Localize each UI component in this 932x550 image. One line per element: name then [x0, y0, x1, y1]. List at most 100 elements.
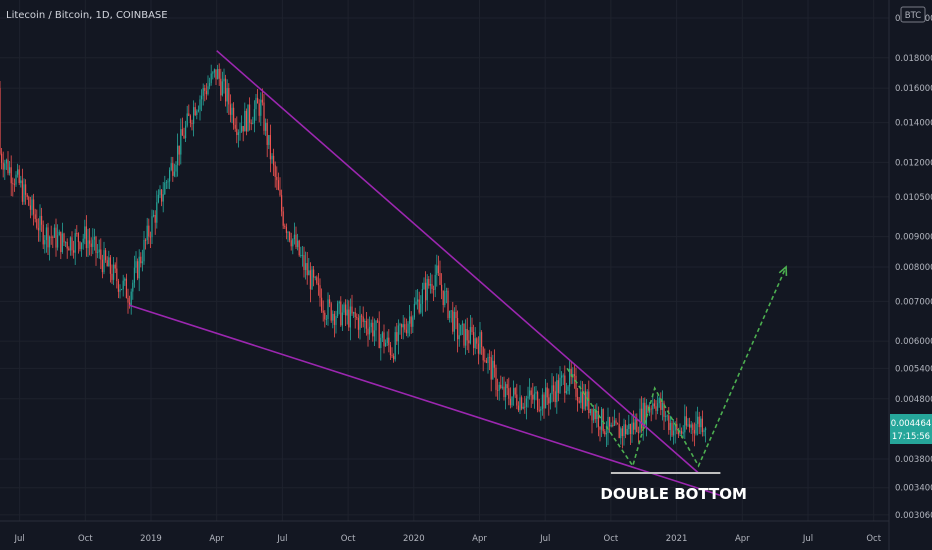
candle-body	[255, 97, 257, 110]
candle-body	[361, 315, 363, 317]
candle-body	[282, 211, 284, 226]
candle-body	[140, 256, 142, 264]
wedge-trendline[interactable]	[128, 304, 721, 497]
candle-body	[218, 68, 220, 79]
candle-body	[631, 422, 633, 435]
candle-body	[125, 278, 127, 299]
candle-body	[2, 162, 4, 170]
candle-body	[18, 169, 20, 183]
candle-body	[607, 417, 609, 434]
candle-body	[693, 429, 695, 434]
candle-body	[666, 415, 668, 417]
candle-body	[537, 392, 539, 410]
candle-body	[389, 345, 391, 356]
candle-body	[455, 312, 457, 319]
candle-body	[319, 285, 321, 298]
time-tick-label: Jul	[13, 534, 24, 544]
candle-body	[293, 234, 295, 240]
candle-body	[290, 240, 292, 247]
candle-body	[263, 102, 265, 131]
candle-body	[12, 183, 14, 185]
candle-body	[410, 316, 412, 327]
candle-body	[447, 290, 449, 319]
candle-body	[644, 402, 646, 425]
candle-body	[474, 338, 476, 349]
candle-body	[365, 320, 367, 329]
candle-body	[540, 409, 542, 411]
candle-body	[580, 391, 582, 403]
candle-body	[274, 165, 276, 177]
candle-body	[682, 432, 684, 434]
price-tick-label: 0.012000	[895, 158, 932, 168]
candle-body	[436, 265, 438, 275]
candle-body	[228, 88, 230, 105]
double-bottom-label: DOUBLE BOTTOM	[600, 485, 747, 503]
candle-body	[613, 420, 615, 426]
candle-body	[346, 309, 348, 316]
candle-body	[532, 394, 534, 400]
candle-body	[138, 256, 140, 279]
arrow-head	[778, 265, 788, 276]
candle-body	[524, 406, 526, 408]
candle-body	[183, 135, 185, 139]
candle-body	[135, 261, 137, 268]
candle-body	[90, 243, 92, 247]
candle-body	[599, 426, 601, 430]
candle-body	[284, 225, 286, 228]
candle-body	[202, 88, 204, 96]
candle-body	[573, 374, 575, 376]
candle-body	[665, 416, 667, 417]
candle-body	[508, 388, 510, 399]
candle-body	[69, 237, 71, 251]
candle-body	[482, 347, 484, 361]
candle-body	[245, 110, 247, 132]
candle-body	[52, 237, 54, 238]
candle-body	[601, 409, 603, 430]
candle-body	[553, 385, 555, 392]
candle-body	[405, 329, 407, 334]
wedge-trendline[interactable]	[216, 50, 700, 474]
candle-body	[543, 394, 545, 409]
time-tick-label: Oct	[78, 534, 93, 544]
candle-body	[185, 125, 187, 139]
candle-body	[170, 163, 172, 171]
time-axis[interactable]: Jul Oct 2019 Apr Jul Oct 2020 Apr Jul Oct 2021 Apr J…	[13, 534, 881, 544]
candle-body	[1, 153, 3, 163]
candle-body	[55, 227, 57, 248]
candle-body	[250, 122, 252, 124]
candle-body	[655, 406, 657, 411]
candle-body	[551, 385, 553, 395]
candle-body	[621, 428, 623, 437]
candle-body	[625, 424, 627, 435]
candle-body	[119, 289, 121, 292]
candle-body	[533, 393, 535, 400]
candle-body	[658, 398, 660, 404]
candle-body	[418, 299, 420, 313]
candle-body	[285, 227, 287, 233]
candle-body	[647, 405, 649, 413]
candle-body	[589, 408, 591, 414]
double-bottom-zigzag[interactable]	[566, 266, 787, 468]
candle-body	[9, 167, 11, 174]
candle-body	[308, 270, 310, 276]
candle-body	[421, 288, 423, 304]
candle-body	[452, 310, 454, 332]
currency-badge[interactable]: BTC	[900, 6, 926, 23]
candle-body	[538, 409, 540, 411]
candle-body	[33, 199, 35, 215]
candle-body	[93, 236, 95, 240]
candle-body	[485, 360, 487, 363]
candle-body	[199, 99, 201, 110]
candle-body	[437, 265, 439, 274]
candle-body	[193, 107, 195, 124]
candle-body	[37, 227, 39, 231]
candle-body	[330, 303, 332, 321]
candle-body	[154, 215, 156, 223]
drawings: DOUBLE BOTTOM	[128, 50, 788, 503]
candle-body	[431, 283, 433, 289]
candle-body	[301, 255, 303, 256]
candle-body	[130, 291, 132, 306]
candle-body	[349, 306, 351, 328]
time-tick-label: Apr	[735, 534, 750, 544]
